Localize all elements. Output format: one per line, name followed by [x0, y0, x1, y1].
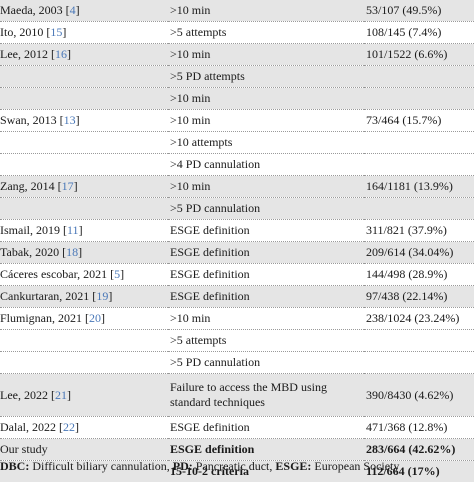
- citation-link[interactable]: 20: [89, 311, 101, 325]
- criteria-cell: >5 attempts: [168, 330, 364, 352]
- rate-cell: 73/464 (15.7%): [364, 110, 474, 132]
- rate-cell: 101/1522 (6.6%): [364, 44, 474, 66]
- citation-link[interactable]: 11: [67, 223, 79, 237]
- criteria-cell: ESGE definition: [168, 264, 364, 286]
- table-row: >5 PD cannulation: [0, 198, 474, 220]
- citation-link[interactable]: 18: [66, 245, 78, 259]
- criteria-cell: >10 attempts: [168, 132, 364, 154]
- table-row: Swan, 2013 [13] >10 min 73/464 (15.7%): [0, 110, 474, 132]
- table-row: >5 attempts: [0, 330, 474, 352]
- table-row: Dalal, 2022 [22] ESGE definition 471/368…: [0, 417, 474, 439]
- study-cell: Lee, 2022 [21]: [0, 374, 168, 417]
- study-cell: Dalal, 2022 [22]: [0, 417, 168, 439]
- criteria-cell: >5 PD cannulation: [168, 352, 364, 374]
- table-row: Maeda, 2003 [4] >10 min 53/107 (49.5%): [0, 0, 474, 22]
- criteria-cell: ESGE definition: [168, 242, 364, 264]
- table-row: >5 PD attempts: [0, 66, 474, 88]
- citation-link[interactable]: 22: [63, 420, 75, 434]
- rate-cell: 471/368 (12.8%): [364, 417, 474, 439]
- rate-cell: 209/614 (34.04%): [364, 242, 474, 264]
- table-row: Lee, 2022 [21] Failure to access the MBD…: [0, 374, 474, 417]
- criteria-cell: >5 attempts: [168, 22, 364, 44]
- criteria-cell: ESGE definition: [168, 417, 364, 439]
- table-row: Ismail, 2019 [11] ESGE definition 311/82…: [0, 220, 474, 242]
- study-cell: Swan, 2013 [13]: [0, 110, 168, 132]
- citation-link[interactable]: 13: [64, 113, 76, 127]
- criteria-cell: ESGE definition: [168, 220, 364, 242]
- citation-link[interactable]: 16: [55, 47, 67, 61]
- table-row: Ito, 2010 [15] >5 attempts 108/145 (7.4%…: [0, 22, 474, 44]
- criteria-cell: >5 PD attempts: [168, 66, 364, 88]
- study-cell: Cankurtaran, 2021 [19]: [0, 286, 168, 308]
- table-row: Flumignan, 2021 [20] >10 min 238/1024 (2…: [0, 308, 474, 330]
- study-cell: Zang, 2014 [17]: [0, 176, 168, 198]
- table-row: Zang, 2014 [17] >10 min 164/1181 (13.9%): [0, 176, 474, 198]
- criteria-cell: >10 min: [168, 110, 364, 132]
- table-row: >10 attempts: [0, 132, 474, 154]
- criteria-cell: >10 min: [168, 176, 364, 198]
- criteria-cell: >10 min: [168, 308, 364, 330]
- citation-link[interactable]: 21: [55, 388, 67, 402]
- rate-cell: 97/438 (22.14%): [364, 286, 474, 308]
- rate-cell: 390/8430 (4.62%): [364, 374, 474, 417]
- criteria-cell: >4 PD cannulation: [168, 154, 364, 176]
- table-row: >5 PD cannulation: [0, 352, 474, 374]
- rate-cell: 238/1024 (23.24%): [364, 308, 474, 330]
- rate-cell: 53/107 (49.5%): [364, 0, 474, 22]
- criteria-cell: >10 min: [168, 0, 364, 22]
- citation-link[interactable]: 19: [96, 289, 108, 303]
- study-cell: Cáceres escobar, 2021 [5]: [0, 264, 168, 286]
- study-cell: Tabak, 2020 [18]: [0, 242, 168, 264]
- rate-cell: 311/821 (37.9%): [364, 220, 474, 242]
- table-row: >10 min: [0, 88, 474, 110]
- criteria-cell: >10 min: [168, 44, 364, 66]
- criteria-cell: Failure to access the MBD using standard…: [168, 374, 364, 417]
- citation-link[interactable]: 15: [50, 25, 62, 39]
- table-footnote: DBC: Difficult biliary cannulation, PD: …: [0, 458, 474, 474]
- study-cell: Maeda, 2003 [4]: [0, 0, 168, 22]
- criteria-cell: >5 PD cannulation: [168, 198, 364, 220]
- table-row: Cankurtaran, 2021 [19] ESGE definition 9…: [0, 286, 474, 308]
- criteria-cell: ESGE definition: [168, 286, 364, 308]
- table-row: Cáceres escobar, 2021 [5] ESGE definitio…: [0, 264, 474, 286]
- table-row: Tabak, 2020 [18] ESGE definition 209/614…: [0, 242, 474, 264]
- table-row: Lee, 2012 [16] >10 min 101/1522 (6.6%): [0, 44, 474, 66]
- study-cell: Flumignan, 2021 [20]: [0, 308, 168, 330]
- citation-link[interactable]: 17: [62, 179, 74, 193]
- rate-cell: 144/498 (28.9%): [364, 264, 474, 286]
- rate-cell: 164/1181 (13.9%): [364, 176, 474, 198]
- rate-cell: 108/145 (7.4%): [364, 22, 474, 44]
- table-row: >4 PD cannulation: [0, 154, 474, 176]
- study-cell: Ito, 2010 [15]: [0, 22, 168, 44]
- criteria-cell: >10 min: [168, 88, 364, 110]
- study-cell: Ismail, 2019 [11]: [0, 220, 168, 242]
- study-cell: Lee, 2012 [16]: [0, 44, 168, 66]
